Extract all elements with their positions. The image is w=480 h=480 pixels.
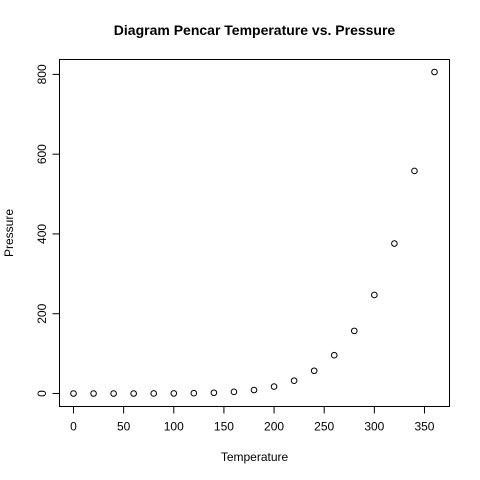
x-tick-label: 50 bbox=[117, 420, 131, 434]
data-point bbox=[411, 167, 418, 175]
x-tick-label: 0 bbox=[70, 420, 77, 434]
data-point bbox=[310, 367, 318, 375]
data-point bbox=[150, 390, 158, 397]
data-point bbox=[371, 291, 378, 299]
data-point bbox=[391, 240, 398, 247]
y-tick-label: 800 bbox=[35, 64, 49, 84]
data-points bbox=[70, 68, 438, 397]
chart-title: Diagram Pencar Temperature vs. Pressure bbox=[114, 22, 396, 38]
y-tick-label: 200 bbox=[35, 303, 49, 323]
data-point bbox=[350, 327, 358, 335]
y-tick-label: 600 bbox=[35, 144, 49, 164]
data-point bbox=[130, 390, 137, 397]
y-tick-label: 400 bbox=[35, 224, 49, 244]
data-point bbox=[90, 390, 97, 397]
data-point bbox=[250, 386, 258, 394]
data-point bbox=[290, 377, 298, 384]
x-tick-label: 350 bbox=[414, 420, 434, 434]
data-point bbox=[170, 390, 178, 397]
y-axis: 0 200 400 600 800 bbox=[35, 64, 60, 397]
x-tick-label: 150 bbox=[214, 420, 234, 434]
data-point bbox=[431, 68, 438, 76]
data-point bbox=[210, 389, 218, 397]
x-tick-label: 300 bbox=[364, 420, 384, 434]
x-tick-label: 200 bbox=[264, 420, 284, 434]
data-point bbox=[230, 388, 238, 396]
y-tick-label: 0 bbox=[35, 390, 49, 397]
data-point bbox=[110, 390, 117, 397]
y-axis-label: Pressure bbox=[2, 209, 16, 257]
data-point bbox=[270, 383, 278, 390]
x-axis-label: Temperature bbox=[221, 450, 289, 464]
data-point bbox=[190, 389, 198, 397]
data-point bbox=[70, 390, 77, 397]
data-point bbox=[330, 351, 338, 359]
x-tick-label: 250 bbox=[314, 420, 334, 434]
x-axis: 0 50 100 150 200 250 300 350 bbox=[70, 406, 435, 434]
x-tick-label: 100 bbox=[164, 420, 184, 434]
